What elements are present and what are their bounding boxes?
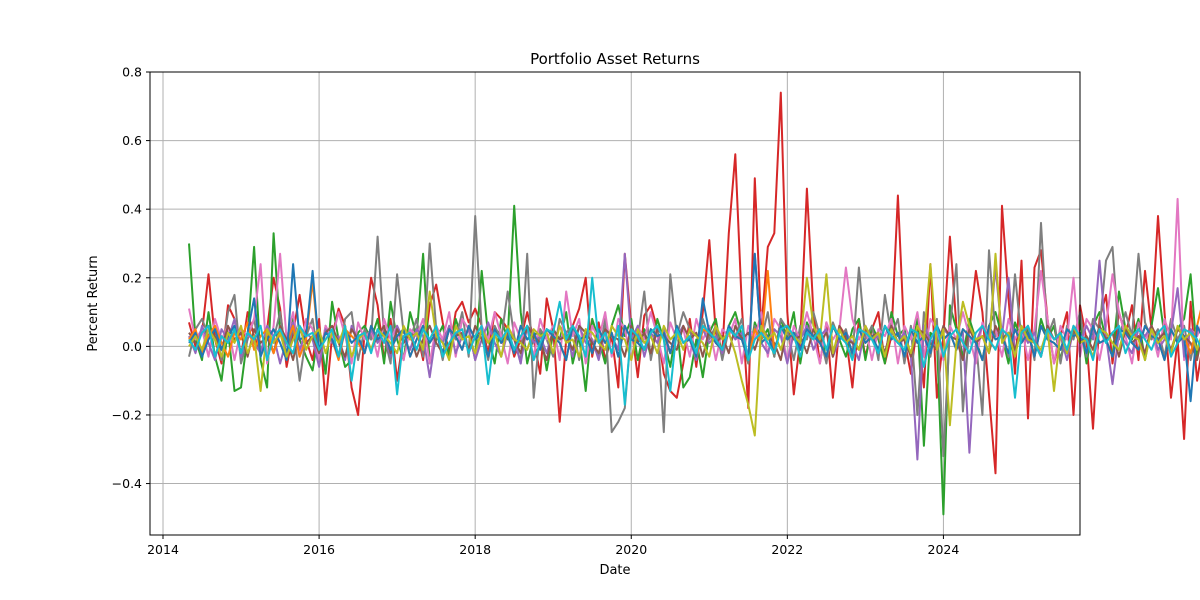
- x-axis-label: Date: [599, 563, 630, 578]
- series-lines: [188, 91, 1200, 516]
- plot-frame: [149, 71, 1081, 536]
- series-line-9: [188, 252, 1200, 437]
- x-tick-label: 2022: [771, 542, 803, 557]
- x-tick-label: 2016: [303, 542, 335, 557]
- y-tick-label: −0.2: [112, 407, 142, 422]
- y-axis-label: Percent Return: [86, 255, 101, 351]
- y-tick-label: 0.4: [122, 202, 142, 217]
- y-tick-label: 0.8: [122, 65, 142, 80]
- series-line-10: [188, 276, 1200, 406]
- y-tick-label: 0.0: [122, 339, 142, 354]
- chart-title: Portfolio Asset Returns: [530, 50, 700, 68]
- series-line-4: [188, 197, 1200, 365]
- x-tick-label: 2020: [615, 542, 647, 557]
- axis-ticks: 2014 2016 2018 2020 2022 2024 −0.4 −0.2 0.0 0.2 0.…: [112, 65, 960, 558]
- x-tick-label: 2014: [147, 542, 179, 557]
- x-tick-label: 2018: [459, 542, 491, 557]
- y-tick-label: 0.2: [122, 270, 142, 285]
- series-line-1: [188, 91, 1200, 475]
- y-tick-label: −0.4: [112, 476, 142, 491]
- y-tick-label: 0.6: [122, 133, 142, 148]
- x-tick-label: 2024: [928, 542, 960, 557]
